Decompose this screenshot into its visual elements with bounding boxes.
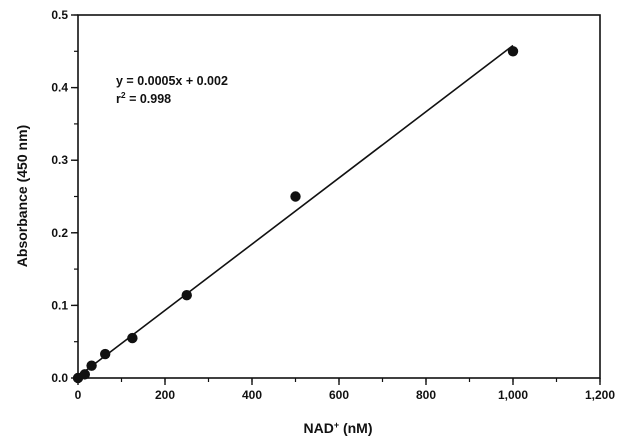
- x-tick-label: 1,200: [585, 388, 615, 402]
- data-points: [72, 46, 519, 384]
- data-point: [99, 348, 111, 360]
- x-tick-label: 800: [416, 388, 436, 402]
- x-tick-label: 200: [155, 388, 175, 402]
- y-tick-label: 0.3: [51, 153, 68, 167]
- y-tick-label: 0.0: [51, 371, 68, 385]
- y-axis-title: Absorbance (450 nm): [14, 125, 30, 267]
- data-point: [79, 369, 90, 380]
- plot-frame: [77, 14, 601, 379]
- y-tick-label: 0.1: [51, 298, 68, 312]
- data-point: [127, 332, 138, 344]
- y-tick-label: 0.4: [51, 81, 68, 95]
- x-tick-label: 1,000: [498, 388, 528, 402]
- r-squared-label: r2 = 0.998: [116, 90, 171, 106]
- x-axis-title: NAD+ (nM): [303, 420, 372, 436]
- data-point: [86, 360, 97, 371]
- data-point: [181, 290, 192, 301]
- regression-line: [77, 44, 514, 378]
- major-ticks: [71, 14, 601, 385]
- x-tick-label: 600: [329, 388, 349, 402]
- minor-ticks: [74, 14, 601, 382]
- x-tick-label: 400: [242, 388, 262, 402]
- y-tick-label: 0.5: [51, 8, 68, 22]
- y-tick-label: 0.2: [51, 226, 68, 240]
- data-point: [290, 191, 301, 202]
- x-tick-label: 0: [75, 388, 82, 402]
- y-tick-labels: 0.0 0.1 0.2 0.3 0.4 0.5: [51, 8, 68, 385]
- data-point: [507, 46, 519, 57]
- x-tick-labels: 0 200 400 600 800 1,000 1,200: [75, 388, 616, 402]
- regression-equation: y = 0.0005x + 0.002: [116, 74, 228, 88]
